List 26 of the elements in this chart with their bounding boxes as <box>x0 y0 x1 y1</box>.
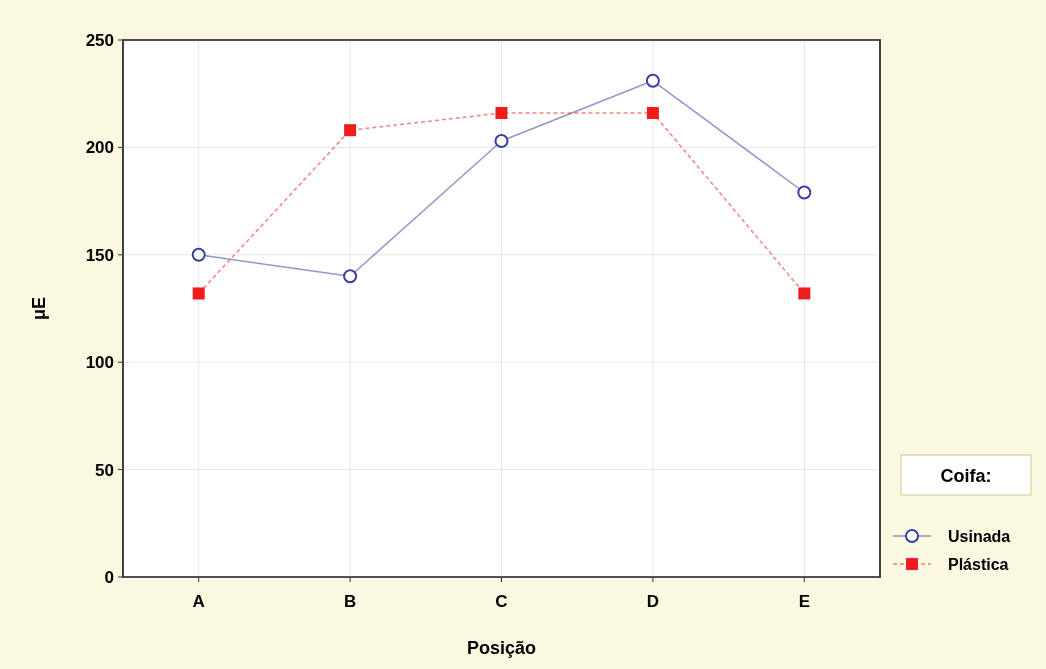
point <box>797 185 812 200</box>
x-tick-label: A <box>192 592 205 611</box>
point <box>495 107 508 120</box>
y-tick-label: 0 <box>104 567 114 587</box>
point <box>798 287 811 300</box>
y-tick-label: 250 <box>85 30 114 50</box>
y-tick-label: 200 <box>85 138 114 158</box>
x-tick-label: E <box>798 592 810 611</box>
point <box>191 247 206 262</box>
point <box>494 133 509 148</box>
y-tick-label: 150 <box>85 245 114 265</box>
point <box>646 107 659 120</box>
point <box>343 269 358 284</box>
legend-label: Usinada <box>948 527 1011 545</box>
x-tick-label: B <box>343 592 357 611</box>
x-tick-label: C <box>495 592 508 611</box>
point <box>344 124 357 137</box>
point <box>192 287 205 300</box>
x-axis-title: Posição <box>466 638 537 658</box>
y-axis-title: μE <box>29 296 49 321</box>
x-tick-label: D <box>646 592 660 611</box>
point <box>645 73 660 88</box>
legend-title: Coifa: <box>940 466 992 486</box>
y-tick-label: 100 <box>85 353 114 373</box>
legend-label: Plástica <box>948 555 1009 573</box>
y-tick-label: 50 <box>95 460 114 480</box>
